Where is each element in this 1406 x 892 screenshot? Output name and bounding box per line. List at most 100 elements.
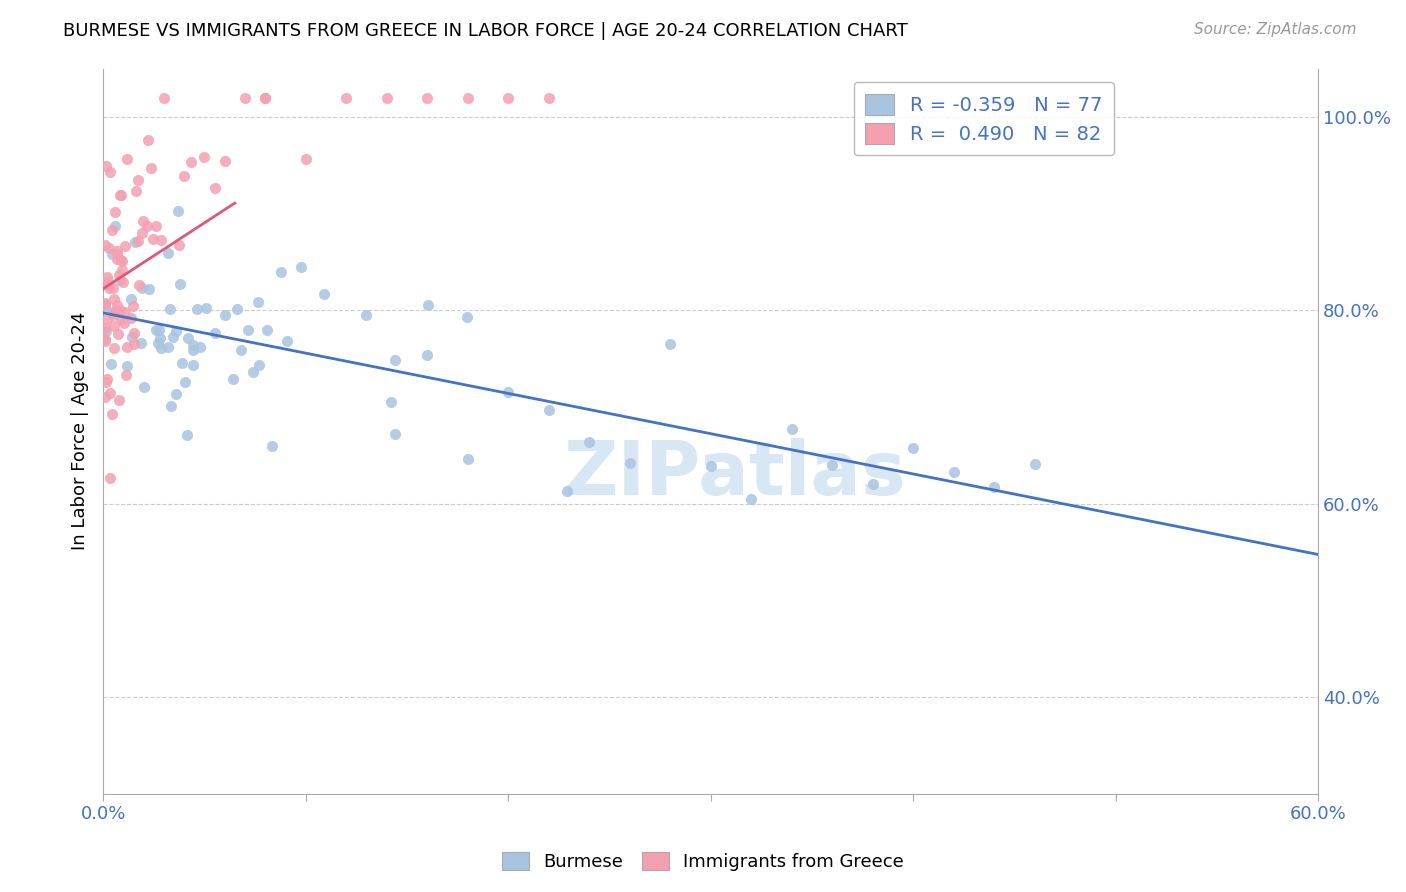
Point: [457, 90, 479, 104]
Point: [115, 340, 138, 354]
Point: [380, 395, 402, 409]
Point: [107, 327, 129, 342]
Point: [138, 282, 160, 296]
Point: [145, 219, 167, 234]
Point: [103, 318, 125, 333]
Point: [242, 365, 264, 379]
Point: [384, 426, 406, 441]
Point: [108, 188, 131, 202]
Point: [456, 310, 478, 324]
Point: [115, 152, 138, 166]
Point: [127, 234, 149, 248]
Point: [96, 160, 118, 174]
Point: [121, 299, 143, 313]
Point: [195, 301, 218, 315]
Point: [145, 323, 167, 337]
Point: [418, 298, 440, 312]
Point: [204, 326, 226, 341]
Point: [114, 238, 136, 252]
Point: [139, 161, 162, 175]
Point: [94, 375, 117, 389]
Point: [496, 385, 519, 400]
Point: [1024, 457, 1046, 471]
Point: [127, 173, 149, 187]
Point: [537, 90, 560, 104]
Point: [135, 219, 157, 233]
Point: [983, 480, 1005, 494]
Point: [290, 260, 312, 275]
Point: [165, 386, 187, 401]
Point: [101, 308, 124, 322]
Point: [149, 233, 172, 247]
Point: [97, 241, 120, 255]
Point: [142, 232, 165, 246]
Point: [153, 90, 176, 104]
Point: [204, 181, 226, 195]
Text: Source: ZipAtlas.com: Source: ZipAtlas.com: [1194, 22, 1357, 37]
Point: [170, 356, 193, 370]
Point: [100, 357, 122, 371]
Point: [233, 90, 256, 104]
Point: [416, 90, 439, 104]
Point: [174, 375, 197, 389]
Point: [103, 341, 125, 355]
Point: [193, 150, 215, 164]
Y-axis label: In Labor Force | Age 20-24: In Labor Force | Age 20-24: [72, 312, 89, 550]
Point: [165, 325, 187, 339]
Point: [150, 341, 173, 355]
Point: [120, 311, 142, 326]
Point: [256, 323, 278, 337]
Point: [176, 331, 198, 345]
Legend: R = -0.359   N = 77, R =  0.490   N = 82: R = -0.359 N = 77, R = 0.490 N = 82: [853, 82, 1114, 155]
Point: [96, 270, 118, 285]
Point: [115, 368, 138, 382]
Point: [110, 312, 132, 326]
Point: [108, 268, 131, 283]
Point: [94, 297, 117, 311]
Point: [105, 247, 128, 261]
Point: [112, 317, 135, 331]
Point: [159, 400, 181, 414]
Point: [416, 348, 439, 362]
Point: [97, 274, 120, 288]
Point: [181, 337, 204, 351]
Point: [314, 286, 336, 301]
Point: [183, 343, 205, 357]
Point: [156, 340, 179, 354]
Point: [124, 235, 146, 249]
Point: [901, 441, 924, 455]
Point: [111, 254, 134, 268]
Point: [176, 427, 198, 442]
Point: [101, 246, 124, 260]
Point: [136, 133, 159, 147]
Point: [105, 252, 128, 266]
Point: [110, 273, 132, 287]
Point: [105, 244, 128, 258]
Point: [159, 301, 181, 316]
Point: [659, 337, 682, 351]
Point: [101, 281, 124, 295]
Point: [103, 292, 125, 306]
Point: [114, 305, 136, 319]
Point: [699, 459, 721, 474]
Point: [94, 390, 117, 404]
Point: [375, 90, 398, 104]
Point: [108, 393, 131, 408]
Point: [131, 280, 153, 294]
Point: [276, 334, 298, 348]
Point: [122, 326, 145, 341]
Point: [335, 90, 357, 104]
Point: [101, 408, 124, 422]
Point: [186, 301, 208, 316]
Point: [104, 205, 127, 219]
Point: [457, 452, 479, 467]
Point: [254, 90, 277, 104]
Point: [247, 358, 270, 372]
Point: [384, 353, 406, 368]
Point: [124, 337, 146, 351]
Point: [101, 304, 124, 318]
Point: [821, 458, 844, 472]
Point: [496, 90, 519, 104]
Point: [105, 297, 128, 311]
Point: [110, 252, 132, 267]
